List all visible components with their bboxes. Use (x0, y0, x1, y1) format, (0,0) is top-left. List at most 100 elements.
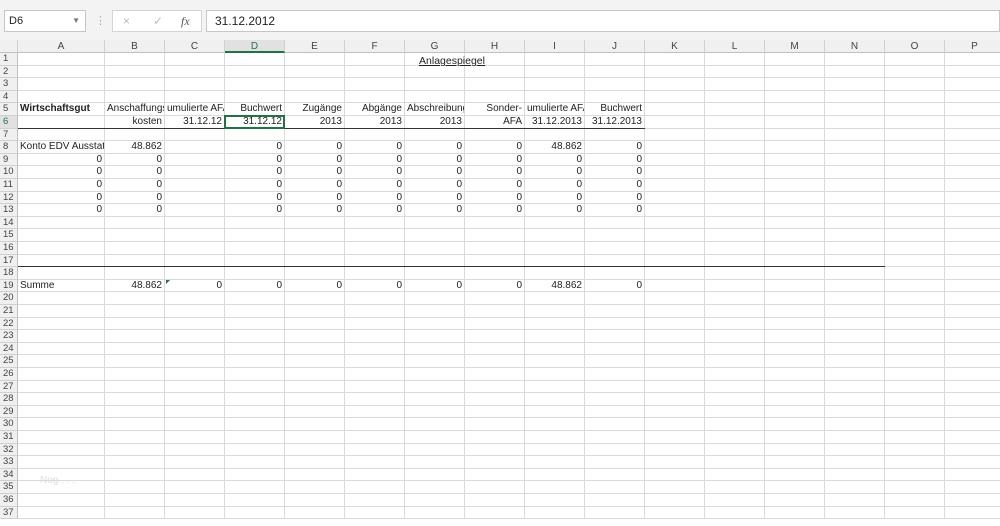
row-header-16[interactable]: 16 (0, 242, 18, 255)
cell-C18[interactable] (165, 267, 225, 280)
select-all-corner[interactable] (0, 40, 18, 53)
sheet-title[interactable]: Anlagespiegel (419, 55, 485, 67)
cell-O35[interactable] (885, 481, 945, 494)
cell-M26[interactable] (765, 368, 825, 381)
cell-L36[interactable] (705, 494, 765, 507)
cell-D25[interactable] (225, 355, 285, 368)
cell-J4[interactable] (585, 90, 645, 104)
cell-B29[interactable] (105, 405, 165, 419)
cell-B7[interactable] (105, 128, 165, 142)
cell-P7[interactable] (945, 129, 1000, 142)
cell-G28[interactable] (405, 393, 465, 406)
cell-D29[interactable] (225, 405, 285, 419)
cell-F34[interactable] (345, 468, 405, 482)
cell-D20[interactable] (225, 292, 285, 305)
row-header-10[interactable]: 10 (0, 166, 18, 179)
cell-M13[interactable] (765, 204, 825, 217)
cell-L31[interactable] (705, 431, 765, 444)
cell-K29[interactable] (645, 405, 705, 419)
cell-E2[interactable] (285, 65, 345, 79)
cell-I32[interactable] (525, 443, 585, 457)
cell-H18[interactable] (465, 267, 525, 280)
cell-G7[interactable] (405, 128, 465, 142)
cell-K11[interactable] (645, 179, 705, 192)
cell-J12[interactable]: 0 (585, 191, 645, 205)
cell-G22[interactable] (405, 317, 465, 331)
cell-O4[interactable] (885, 90, 945, 104)
cell-D23[interactable] (225, 330, 285, 343)
cell-O16[interactable] (885, 242, 945, 255)
cell-C10[interactable] (165, 166, 225, 179)
cell-E9[interactable]: 0 (285, 153, 345, 167)
name-box[interactable]: D6 ▼ (4, 10, 86, 32)
cell-G25[interactable] (405, 355, 465, 368)
cell-K30[interactable] (645, 418, 705, 431)
cell-F10[interactable]: 0 (345, 166, 405, 179)
cell-B3[interactable] (105, 78, 165, 91)
cell-A10[interactable]: 0 (18, 166, 105, 179)
cell-L19[interactable] (705, 279, 765, 293)
cell-O11[interactable] (885, 179, 945, 192)
cell-N15[interactable] (825, 229, 885, 242)
cell-L28[interactable] (705, 393, 765, 406)
cell-F18[interactable] (345, 267, 405, 280)
cell-A5[interactable]: Wirtschaftsgut (18, 103, 105, 116)
cell-F35[interactable] (345, 481, 405, 494)
cell-J27[interactable] (585, 380, 645, 394)
cell-E14[interactable] (285, 216, 345, 230)
cell-I25[interactable] (525, 355, 585, 368)
cell-G9[interactable]: 0 (405, 153, 465, 167)
cell-P20[interactable] (945, 292, 1000, 305)
cell-C31[interactable] (165, 431, 225, 444)
cell-L21[interactable] (705, 305, 765, 318)
cell-K34[interactable] (645, 468, 705, 482)
row-header-15[interactable]: 15 (0, 229, 18, 242)
cell-O23[interactable] (885, 330, 945, 343)
cell-K5[interactable] (645, 103, 705, 116)
cell-I26[interactable] (525, 368, 585, 381)
cell-F3[interactable] (345, 78, 405, 91)
cell-B1[interactable] (105, 53, 165, 66)
row-header-27[interactable]: 27 (0, 380, 18, 394)
cell-I35[interactable] (525, 481, 585, 494)
cell-G37[interactable] (405, 506, 465, 520)
cell-I3[interactable] (525, 78, 585, 91)
cell-D37[interactable] (225, 506, 285, 520)
cell-L22[interactable] (705, 317, 765, 331)
cell-J5[interactable]: Buchwert (585, 103, 645, 116)
cell-E10[interactable]: 0 (285, 166, 345, 179)
cell-C5[interactable]: umulierte AFA (165, 103, 225, 116)
cell-P6[interactable] (945, 116, 1000, 129)
cell-D32[interactable] (225, 443, 285, 457)
cell-O15[interactable] (885, 229, 945, 242)
cell-O30[interactable] (885, 418, 945, 431)
cell-L24[interactable] (705, 342, 765, 356)
cell-N36[interactable] (825, 494, 885, 507)
cell-J25[interactable] (585, 355, 645, 368)
row-header-22[interactable]: 22 (0, 317, 18, 331)
cell-L12[interactable] (705, 191, 765, 205)
cell-L10[interactable] (705, 166, 765, 179)
cell-K13[interactable] (645, 204, 705, 217)
cell-K33[interactable] (645, 456, 705, 469)
cell-E7[interactable] (285, 128, 345, 142)
cell-H7[interactable] (465, 128, 525, 142)
cell-P14[interactable] (945, 217, 1000, 230)
row-header-29[interactable]: 29 (0, 405, 18, 419)
cell-K31[interactable] (645, 431, 705, 444)
cell-M11[interactable] (765, 179, 825, 192)
cell-M25[interactable] (765, 355, 825, 368)
cell-M4[interactable] (765, 90, 825, 104)
cell-F33[interactable] (345, 456, 405, 469)
cell-A25[interactable] (18, 355, 105, 368)
cell-N6[interactable] (825, 116, 885, 129)
cell-C33[interactable] (165, 456, 225, 469)
cell-G35[interactable] (405, 481, 465, 494)
cell-D26[interactable] (225, 368, 285, 381)
cell-E15[interactable] (285, 229, 345, 242)
cell-M18[interactable] (765, 267, 825, 280)
cell-H36[interactable] (465, 494, 525, 507)
cell-P26[interactable] (945, 368, 1000, 381)
cell-C37[interactable] (165, 506, 225, 520)
column-header-N[interactable]: N (825, 40, 885, 53)
